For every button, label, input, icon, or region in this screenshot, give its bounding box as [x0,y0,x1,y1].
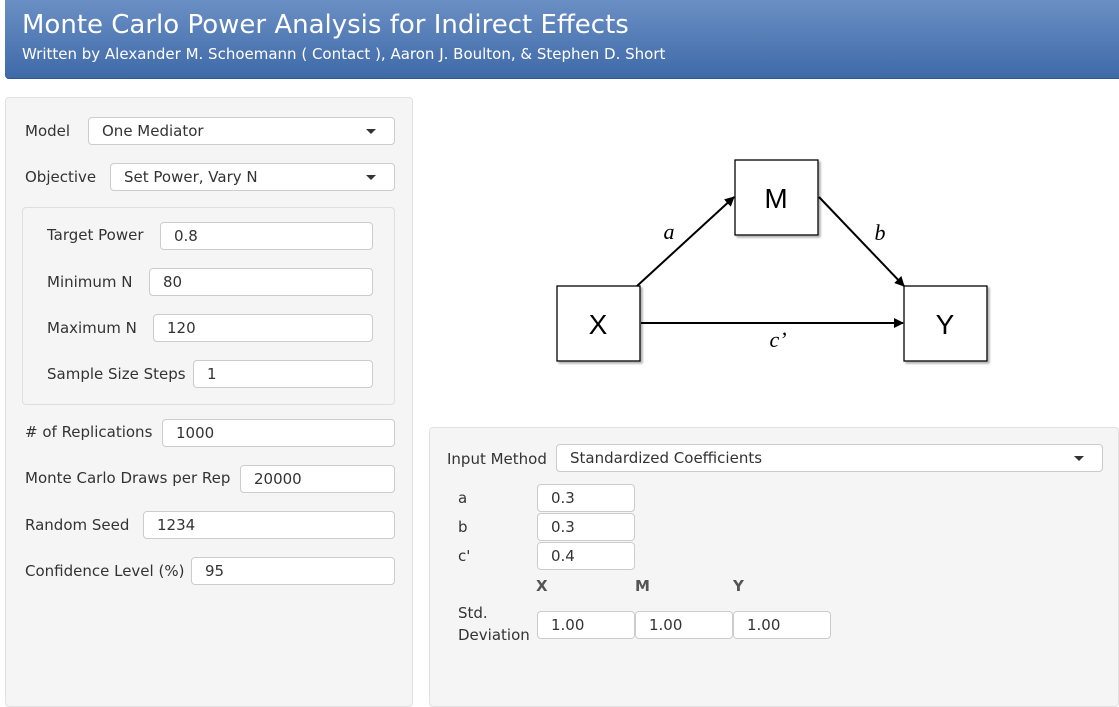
path-b-arrow [818,196,905,287]
model-label: Model [25,122,71,140]
chevron-down-icon [366,129,376,134]
objective-label: Objective [25,168,97,186]
input-method-value: Standardized Coefficients [570,449,763,467]
coef-a-label: a [458,489,468,507]
path-c-label: c’ [769,327,786,352]
mediation-diagram: X M Y a b c’ [556,159,988,362]
column-header-m: M [635,577,650,595]
random-seed-input[interactable]: 1234 [143,511,395,539]
target-power-label: Target Power [47,226,144,244]
coef-b-label: b [458,518,468,536]
input-method-label: Input Method [447,450,547,468]
node-x-box [556,285,641,362]
path-a-arrow [636,196,735,287]
draws-label: Monte Carlo Draws per Rep [25,469,231,487]
minimum-n-label: Minimum N [47,273,133,291]
app-subtitle: Written by Alexander M. Schoemann ( Cont… [22,45,666,63]
coef-c-prime-label: c' [458,547,471,565]
coef-a-input[interactable]: 0.3 [537,484,635,512]
coef-b-input[interactable]: 0.3 [537,513,635,541]
sd-y-input[interactable]: 1.00 [733,611,831,639]
path-b-label: b [875,220,886,245]
random-seed-label: Random Seed [25,516,130,534]
model-select-value: One Mediator [102,122,204,140]
node-x-label: X [589,309,608,340]
node-y-box [903,285,988,362]
confidence-level-label: Confidence Level (%) [25,562,185,580]
replications-label: # of Replications [25,423,153,441]
sample-size-steps-input[interactable]: 1 [193,360,373,388]
chevron-down-icon [1074,456,1084,461]
objective-select-value: Set Power, Vary N [124,168,258,186]
column-header-y: Y [733,577,744,595]
maximum-n-label: Maximum N [47,319,137,337]
column-header-x: X [536,577,548,595]
chevron-down-icon [366,175,376,180]
path-a-label: a [664,219,675,244]
model-select[interactable]: One Mediator [88,117,395,145]
node-m-box [734,159,819,236]
node-y-label: Y [936,309,955,340]
sd-m-input[interactable]: 1.00 [635,611,733,639]
std-deviation-label-line2: Deviation [458,626,530,644]
replications-input[interactable]: 1000 [162,419,395,447]
app-title: Monte Carlo Power Analysis for Indirect … [22,10,629,40]
node-m-label: M [764,183,787,214]
target-power-input[interactable]: 0.8 [160,222,373,250]
app-header: Monte Carlo Power Analysis for Indirect … [5,0,1119,79]
objective-select[interactable]: Set Power, Vary N [110,163,395,191]
coef-c-prime-input[interactable]: 0.4 [537,542,635,570]
maximum-n-input[interactable]: 120 [153,314,373,342]
draws-input[interactable]: 20000 [240,465,395,493]
input-method-select[interactable]: Standardized Coefficients [556,444,1103,472]
std-deviation-label-line1: Std. [458,604,488,622]
confidence-level-input[interactable]: 95 [191,557,395,585]
sd-x-input[interactable]: 1.00 [537,611,635,639]
sample-size-steps-label: Sample Size Steps [47,365,186,383]
minimum-n-input[interactable]: 80 [149,268,373,296]
